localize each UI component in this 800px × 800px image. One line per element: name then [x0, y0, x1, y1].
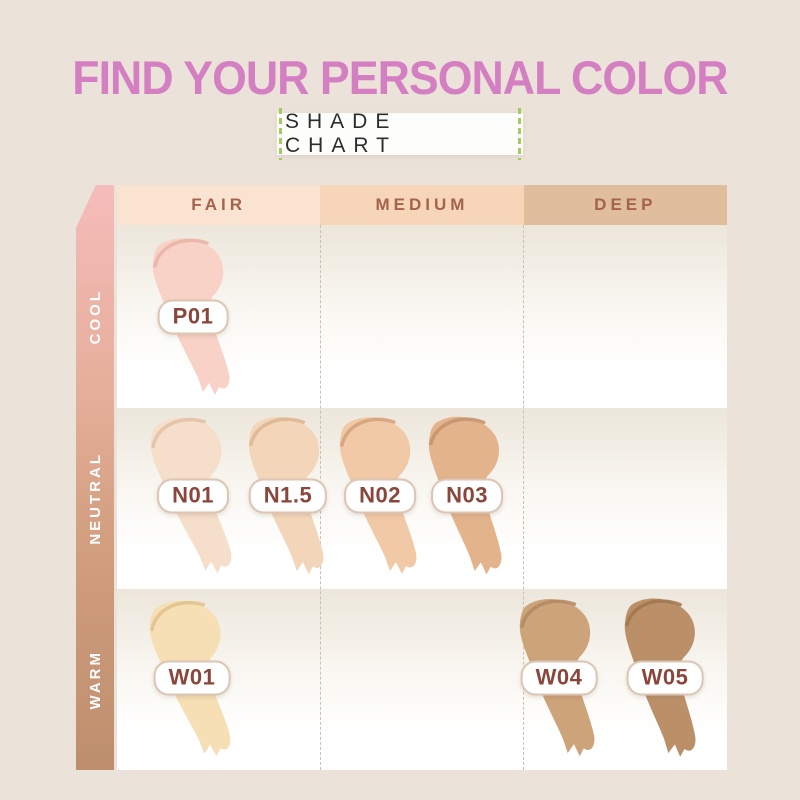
undertone-ribbon: COOL NEUTRAL WARM [76, 185, 114, 770]
shade-label-w04: W04 [520, 660, 598, 696]
page-title-text: FIND YOUR PERSONAL COLOR [72, 51, 728, 104]
shade-chart-badge-label: SHADE CHART [285, 110, 398, 157]
shade-label-n03: N03 [431, 478, 503, 514]
row-label-neutral-text: NEUTRAL [86, 452, 104, 545]
ribbon-spacer [76, 185, 114, 225]
shade-label-w01: W01 [153, 660, 231, 696]
smear-ridge [151, 417, 206, 449]
row-label-cool-text: COOL [86, 288, 104, 345]
smear-ridge [150, 600, 205, 632]
stitch-right-decoration [518, 108, 521, 160]
smear-ridge [249, 417, 306, 447]
shade-label-n02: N02 [344, 478, 416, 514]
page-title: FIND YOUR PERSONAL COLOR [0, 50, 800, 105]
depth-header-row: FAIR MEDIUM DEEP [117, 185, 727, 225]
row-label-warm: WARM [76, 589, 114, 770]
column-header-fair: FAIR [117, 185, 321, 225]
column-header-deep: DEEP [523, 185, 727, 225]
smear-ridge [625, 599, 682, 627]
column-header-medium: MEDIUM [320, 185, 524, 225]
stitch-left-decoration [279, 108, 282, 160]
smear-ridge [429, 417, 486, 446]
row-label-warm-text: WARM [86, 649, 104, 710]
smear-ridge [340, 417, 396, 447]
column-divider-2 [523, 225, 524, 770]
smear-ridge [520, 599, 577, 629]
shade-label-w05: W05 [626, 660, 704, 696]
row-label-cool: COOL [76, 225, 114, 408]
shade-label-p01: P01 [157, 299, 229, 335]
shade-label-n1-5: N1.5 [248, 478, 328, 514]
smear-ridge [153, 238, 209, 268]
shade-label-n01: N01 [157, 478, 229, 514]
shade-chart-badge: SHADE CHART [277, 108, 523, 160]
row-label-neutral: NEUTRAL [76, 408, 114, 589]
